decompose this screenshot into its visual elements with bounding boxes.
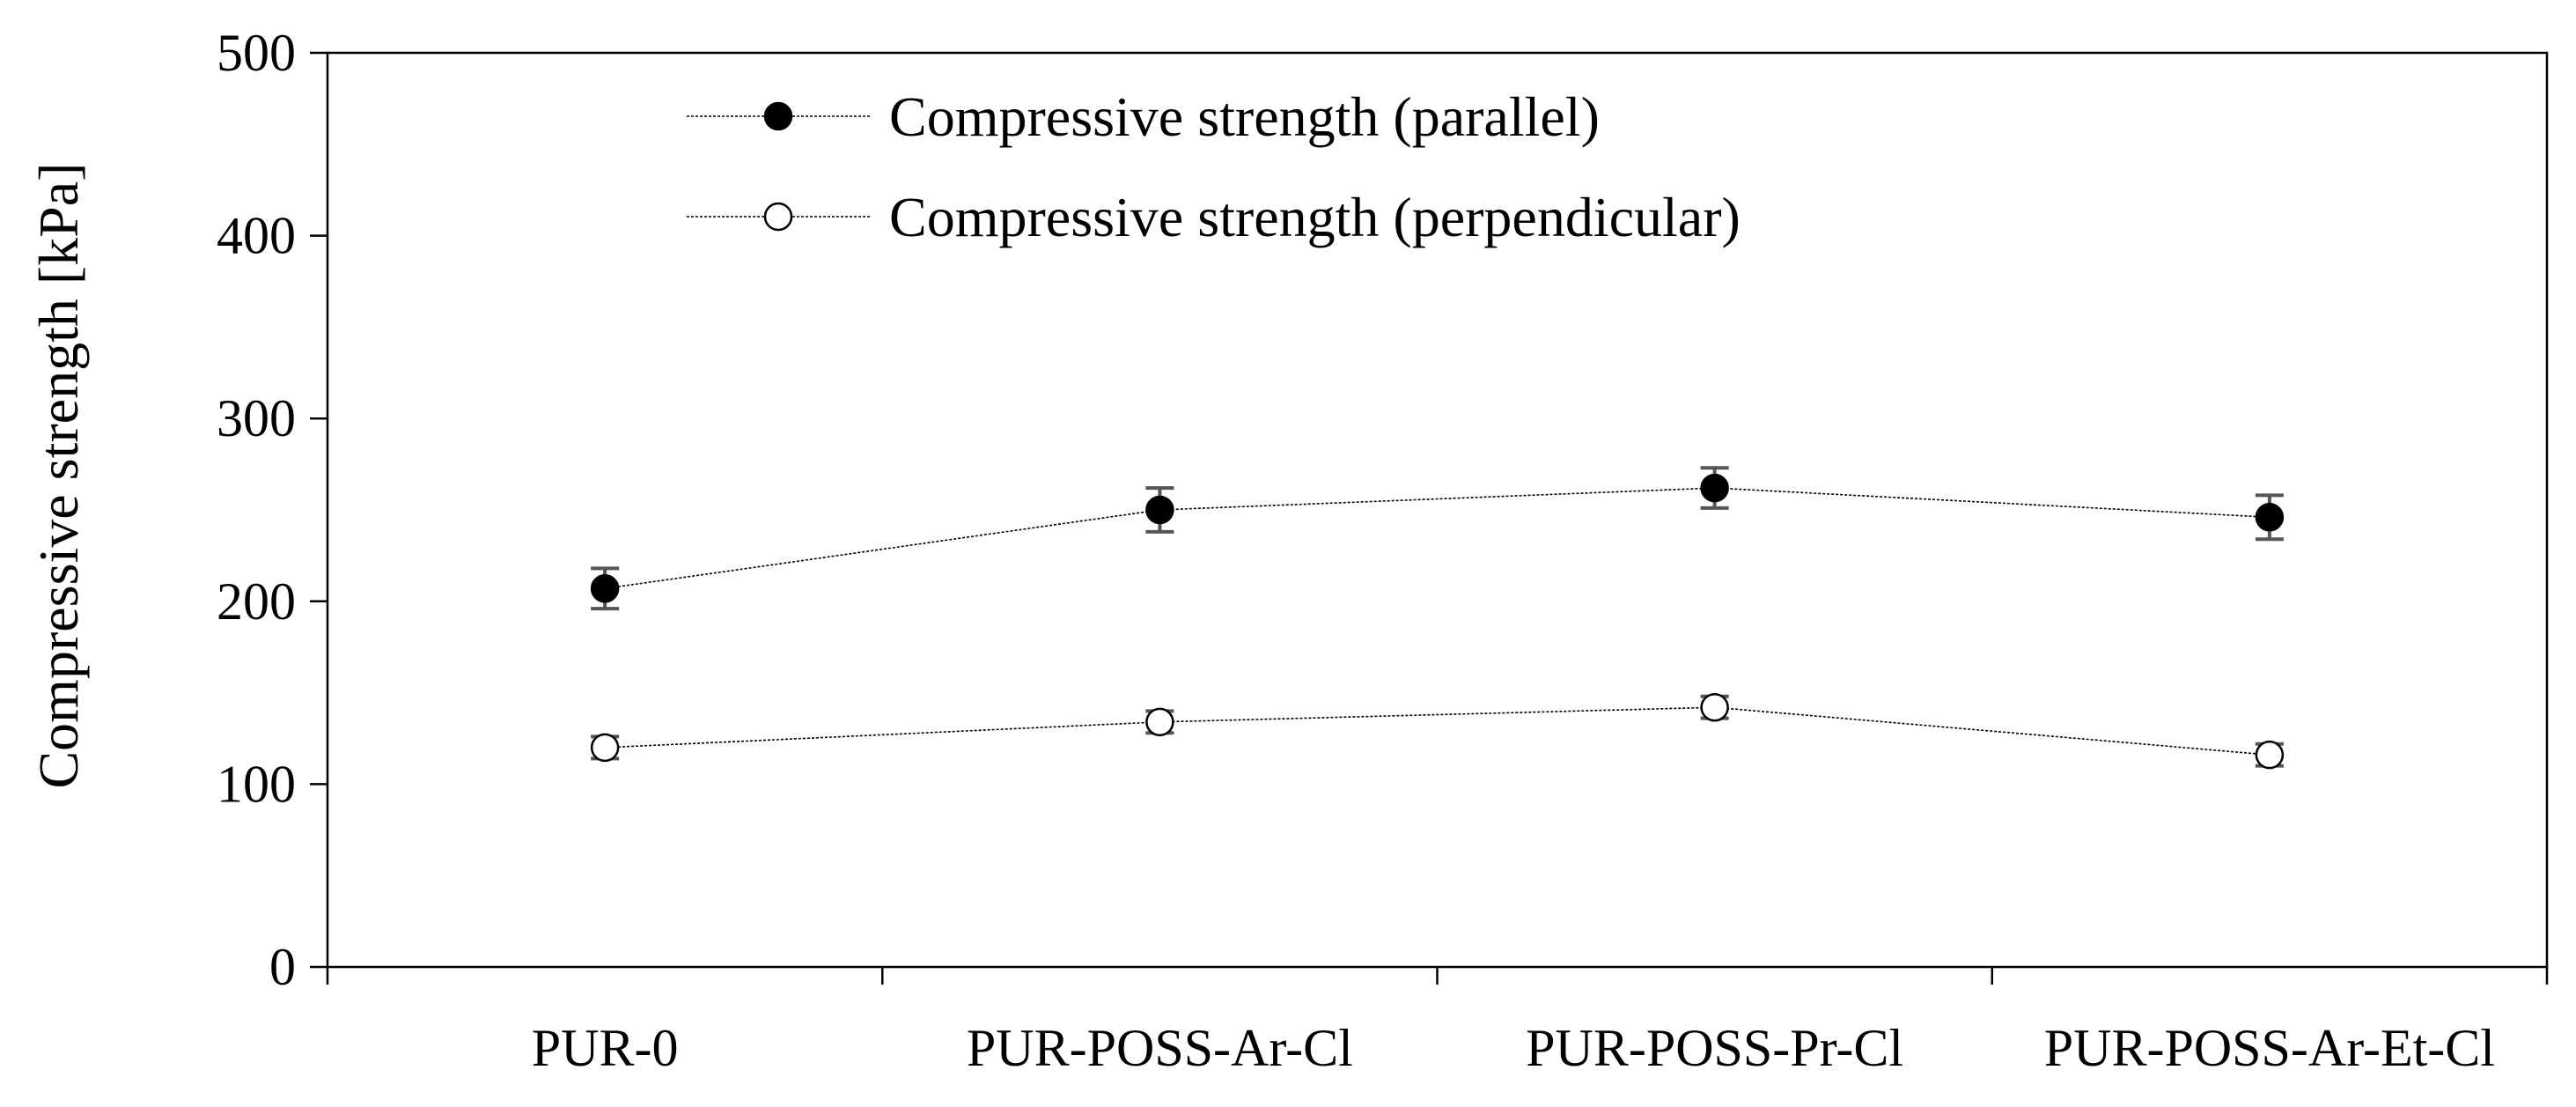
y-tick-label: 0 (269, 938, 296, 996)
data-point-filled (590, 574, 620, 603)
data-point-open (590, 733, 620, 763)
axes: 0 100 200 300 400 500 PUR-0 PUR-POSS-Ar-Cl PUR-P… (217, 24, 2549, 1077)
x-tick-label: PUR-POSS-Ar-Et-Cl (2044, 1019, 2495, 1077)
data-point-filled (1700, 473, 1729, 503)
legend-item: Compressive strength (perpendicular) (687, 186, 1741, 248)
plot-data (590, 466, 2285, 770)
legend-marker (763, 101, 793, 131)
y-tick-label: 400 (217, 207, 296, 265)
legend-label: Compressive strength (parallel) (889, 85, 1600, 148)
y-tick-label: 300 (217, 389, 296, 447)
data-point-open (2255, 740, 2285, 770)
legend: Compressive strength (parallel) Compressi… (687, 85, 1741, 248)
legend-label: Compressive strength (perpendicular) (889, 186, 1741, 248)
data-point-filled (1145, 495, 1174, 525)
y-tick-label: 200 (217, 572, 296, 631)
y-tick-label: 100 (217, 755, 296, 813)
series-line (605, 706, 2270, 756)
series-line (605, 487, 2270, 590)
data-point-open (1700, 692, 1729, 722)
data-point-filled (2255, 503, 2285, 532)
x-tick-label: PUR-POSS-Ar-Cl (967, 1019, 1353, 1077)
x-tick-label: PUR-0 (532, 1019, 679, 1077)
data-point-open (1145, 707, 1174, 737)
y-tick-label: 500 (217, 24, 296, 82)
legend-marker (763, 202, 793, 232)
x-tick-label: PUR-POSS-Pr-Cl (1526, 1019, 1903, 1077)
legend-item: Compressive strength (parallel) (687, 85, 1600, 148)
y-axis-title: Compressive strength [kPa] (27, 163, 90, 789)
